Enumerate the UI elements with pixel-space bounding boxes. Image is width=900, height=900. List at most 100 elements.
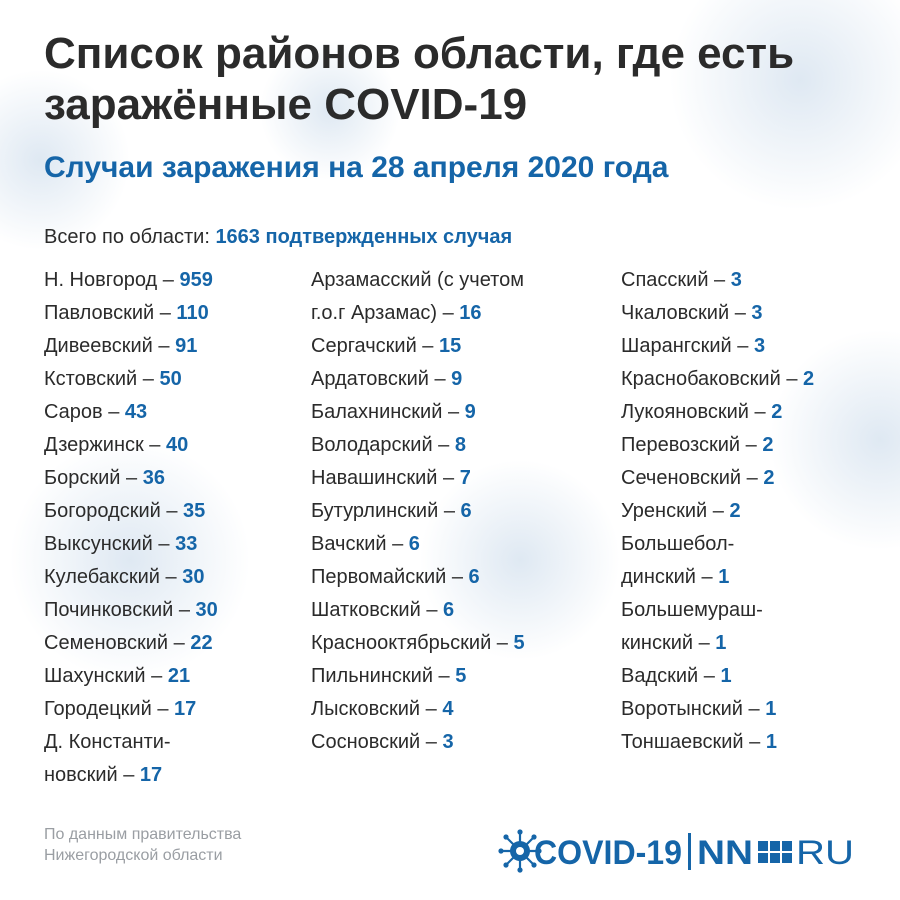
district-name: Дзержинск – bbox=[44, 434, 166, 456]
district-case-count: 6 bbox=[443, 599, 455, 621]
district-case-count: 2 bbox=[729, 500, 741, 522]
district-case-count: 959 bbox=[179, 269, 213, 291]
district-name-line: Большебол- bbox=[621, 533, 735, 555]
district-entry: Кстовский – 50 bbox=[44, 363, 218, 396]
district-case-count: 2 bbox=[803, 368, 815, 390]
district-entry: Володарский – 8 bbox=[311, 429, 525, 462]
district-name: Кстовский – bbox=[44, 368, 160, 390]
district-entry: новский – 17 bbox=[44, 759, 218, 792]
district-case-count: 2 bbox=[763, 467, 775, 489]
virus-icon bbox=[498, 829, 542, 873]
district-name-line: Большемураш- bbox=[621, 599, 763, 621]
district-entry: Шарангский – 3 bbox=[621, 330, 814, 363]
district-name: Лысковский – bbox=[311, 698, 443, 720]
district-case-count: 1 bbox=[715, 632, 727, 654]
district-entry: Воротынский – 1 bbox=[621, 693, 814, 726]
district-entry: Чкаловский – 3 bbox=[621, 297, 814, 330]
district-name: Спасский – bbox=[621, 269, 731, 291]
total-label: Всего по области: bbox=[44, 226, 210, 248]
district-entry: Лысковский – 4 bbox=[311, 693, 525, 726]
district-name: Н. Новгород – bbox=[44, 269, 180, 291]
district-case-count: 16 bbox=[459, 302, 482, 324]
logo-covid-text: COVID-19 bbox=[534, 834, 682, 872]
district-case-count: 36 bbox=[142, 467, 165, 489]
district-name: Пильнинский – bbox=[311, 665, 456, 687]
district-name: Вадский – bbox=[621, 665, 721, 687]
district-entry: Сергачский – 15 bbox=[311, 330, 525, 363]
district-entry: Сосновский – 3 bbox=[311, 726, 525, 759]
district-name: Кулебакский – bbox=[44, 566, 183, 588]
district-name: Володарский – bbox=[311, 434, 455, 456]
covid-nnru-logo: COVID-19 NN RU bbox=[496, 824, 858, 876]
district-entry: Шахунский – 21 bbox=[44, 660, 218, 693]
district-case-count: 15 bbox=[438, 335, 462, 357]
district-case-count: 4 bbox=[442, 698, 454, 720]
district-case-count: 9 bbox=[451, 368, 463, 390]
district-entry: Кулебакский – 30 bbox=[44, 561, 218, 594]
logo-svg: COVID-19 NN RU bbox=[498, 829, 854, 873]
district-name: Краснобаковский – bbox=[621, 368, 804, 390]
district-entry: Навашинский – 7 bbox=[311, 462, 525, 495]
district-name: Бутурлинский – bbox=[311, 500, 461, 522]
district-case-count: 50 bbox=[159, 368, 182, 390]
district-name: Ардатовский – bbox=[311, 368, 452, 390]
district-name: Шатковский – bbox=[311, 599, 444, 621]
district-entry: Дивеевский – 91 bbox=[44, 330, 218, 363]
district-entry: Вачский – 6 bbox=[311, 528, 525, 561]
district-case-count: 6 bbox=[408, 533, 420, 555]
district-column-1: Н. Новгород – 959 Павловский – 110 Дивеевс… bbox=[44, 264, 218, 792]
logo-nn-text: NN bbox=[697, 834, 753, 872]
district-name: Краснооктябрьский – bbox=[311, 632, 514, 654]
district-case-count: 22 bbox=[190, 632, 213, 654]
district-case-count: 21 bbox=[167, 665, 191, 687]
district-case-count: 9 bbox=[464, 401, 476, 423]
logo-ru-text: RU bbox=[796, 834, 854, 872]
district-name: Дивеевский – bbox=[44, 335, 176, 357]
district-case-count: 30 bbox=[182, 566, 205, 588]
district-name: Павловский – bbox=[44, 302, 177, 324]
district-name: Чкаловский – bbox=[621, 302, 752, 324]
district-case-count: 3 bbox=[753, 335, 766, 357]
district-case-count: 2 bbox=[762, 434, 774, 456]
district-case-count: 3 bbox=[751, 302, 763, 324]
district-name: динский – bbox=[621, 566, 719, 588]
district-case-count: 6 bbox=[468, 566, 480, 588]
district-case-count: 17 bbox=[174, 698, 197, 720]
district-entry: динский – 1 bbox=[621, 561, 814, 594]
district-name: Выксунский – bbox=[44, 533, 176, 555]
district-case-count: 1 bbox=[718, 566, 730, 588]
district-entry: Богородский – 35 bbox=[44, 495, 218, 528]
district-entry: Павловский – 110 bbox=[44, 297, 218, 330]
district-name: Сеченовский – bbox=[621, 467, 764, 489]
district-name: Первомайский – bbox=[311, 566, 469, 588]
district-case-count: 1 bbox=[765, 731, 777, 753]
district-name: г.о.г Арзамас) – bbox=[311, 302, 460, 324]
district-case-count: 1 bbox=[765, 698, 777, 720]
district-entry: Н. Новгород – 959 bbox=[44, 264, 218, 297]
district-case-count: 6 bbox=[460, 500, 472, 522]
district-case-count: 33 bbox=[175, 533, 198, 555]
district-name: Починковский – bbox=[44, 599, 196, 621]
district-name-line: Арзамасский (с учетом bbox=[311, 269, 524, 291]
source-line-1: По данным правительства bbox=[44, 826, 242, 843]
district-entry: Саров – 43 bbox=[44, 396, 218, 429]
district-entry: Тоншаевский – 1 bbox=[621, 726, 814, 759]
district-entry: Первомайский – 6 bbox=[311, 561, 525, 594]
page-title: Список районов области, где есть заражён… bbox=[44, 29, 795, 129]
district-entry: Городецкий – 17 bbox=[44, 693, 218, 726]
district-case-count: 3 bbox=[730, 269, 742, 291]
district-entry: Починковский – 30 bbox=[44, 594, 218, 627]
district-name: Саров – bbox=[44, 401, 125, 423]
district-case-count: 2 bbox=[771, 401, 783, 423]
district-name: Лукояновский – bbox=[621, 401, 772, 423]
region-total: Всего по области: 1663 подтвержденных сл… bbox=[44, 222, 512, 252]
district-case-count: 1 bbox=[720, 665, 732, 687]
district-name: Сосновский – bbox=[311, 731, 443, 753]
district-name: Городецкий – bbox=[44, 698, 174, 720]
district-name: Богородский – bbox=[44, 500, 184, 522]
total-value: 1663 подтвержденных случая bbox=[215, 226, 513, 248]
district-case-count: 8 bbox=[454, 434, 466, 456]
district-name: Семеновский – bbox=[44, 632, 191, 654]
district-name: Навашинский – bbox=[311, 467, 460, 489]
